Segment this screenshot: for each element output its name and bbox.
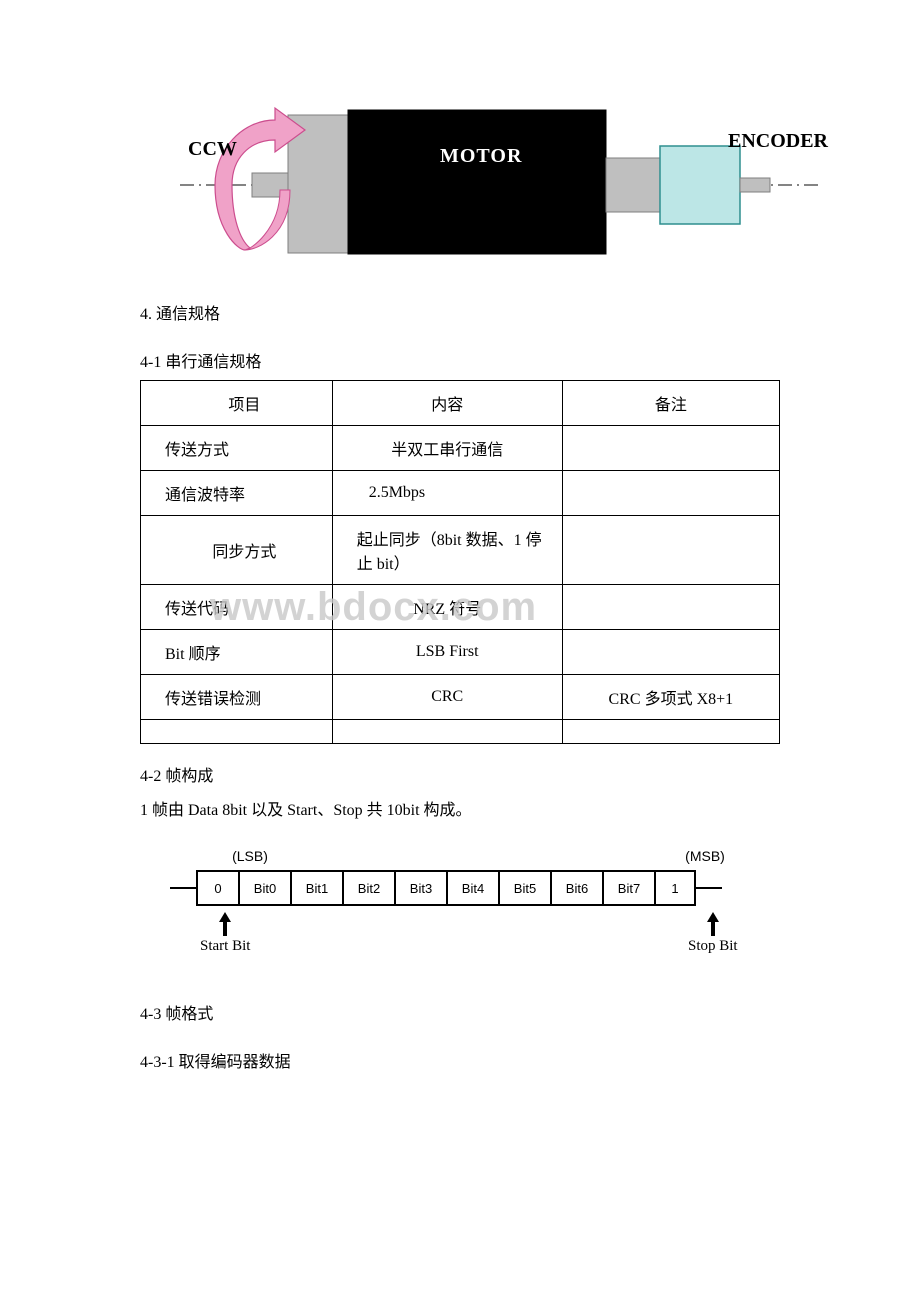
cell: NRZ 符号 [332,585,562,630]
frame-bit-diagram: (LSB) (MSB) 0 Bit0 Bit1 Bit2 Bit3 Bit4 B… [170,848,770,960]
stop-bit-label: Stop Bit [688,938,738,955]
table-header-row: 项目 内容 备注 [141,381,780,426]
motor-svg [180,100,820,270]
start-bit-label: Start Bit [200,938,250,955]
arrow-up-icon [217,912,233,936]
section-4-2-heading: 4-2 帧构成 [140,762,780,786]
cell: 起止同步（8bit 数据、1 停止 bit） [332,516,562,585]
cell: 通信波特率 [141,471,333,516]
table-row: 传送方式 半双工串行通信 [141,426,780,471]
bit-cell: Bit1 [290,870,342,906]
cell [562,585,779,630]
bit-cell: Bit0 [238,870,290,906]
table-row: 传送代码 NRZ 符号 [141,585,780,630]
table-row: 通信波特率 2.5Mbps [141,471,780,516]
cell: CRC [332,675,562,720]
cell: 传送代码 [141,585,333,630]
cell: 2.5Mbps [332,471,562,516]
arrow-up-icon [705,912,721,936]
cell: 传送错误检测 [141,675,333,720]
encoder-label: ENCODER [728,130,828,153]
cell: 同步方式 [141,516,333,585]
th-note: 备注 [562,381,779,426]
ccw-label: CCW [188,138,237,161]
cell: 传送方式 [141,426,333,471]
cell [562,471,779,516]
msb-label: (MSB) [640,848,770,864]
cell [562,426,779,471]
cell: LSB First [332,630,562,675]
bit-cell: Bit2 [342,870,394,906]
motor-encoder-diagram: CCW MOTOR ENCODER [180,100,820,270]
cell: 半双工串行通信 [332,426,562,471]
section-4-heading: 4. 通信规格 [140,300,780,324]
section-4-3-1-heading: 4-3-1 取得编码器数据 [140,1048,780,1072]
cell [562,630,779,675]
bit-cell: Bit6 [550,870,602,906]
spec-table: 项目 内容 备注 传送方式 半双工串行通信 通信波特率 2.5Mbps 同步方式… [140,380,780,744]
table-row: 传送错误检测 CRC CRC 多项式 X8+1 [141,675,780,720]
cell [562,516,779,585]
th-content: 内容 [332,381,562,426]
bit-cell-start: 0 [196,870,238,906]
lead-line-left [170,887,196,889]
th-item: 项目 [141,381,333,426]
section-4-3-heading: 4-3 帧格式 [140,1000,780,1024]
bit-cell: Bit3 [394,870,446,906]
bit-cell: Bit7 [602,870,654,906]
table-row: 同步方式 起止同步（8bit 数据、1 停止 bit） [141,516,780,585]
table-row: Bit 顺序 LSB First [141,630,780,675]
section-4-2-desc: 1 帧由 Data 8bit 以及 Start、Stop 共 10bit 构成。 [140,796,780,820]
bit-cell-stop: 1 [654,870,696,906]
bit-cell: Bit5 [498,870,550,906]
cell: CRC 多项式 X8+1 [562,675,779,720]
lsb-label: (LSB) [200,848,300,864]
bit-cell: Bit4 [446,870,498,906]
section-4-1-heading: 4-1 串行通信规格 [140,348,780,372]
table-row-blank [141,720,780,744]
cell: Bit 顺序 [141,630,333,675]
motor-label: MOTOR [440,145,522,168]
lead-line-right [696,887,722,889]
